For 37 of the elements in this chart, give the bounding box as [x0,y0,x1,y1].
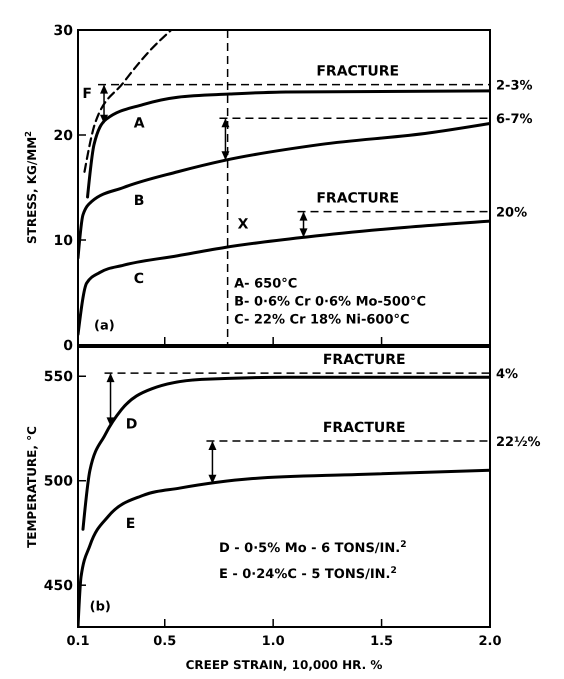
annotation: 6-7% [496,112,533,128]
y-tick-label: 30 [54,22,74,39]
annotation: 22½% [496,435,541,450]
x-tick-label: 2.0 [478,634,502,649]
annotation: D - 0·5% Mo - 6 TONS/IN.$^{2}$ [218,540,407,556]
annotation: A- 650°C [234,276,298,292]
x-tick-label: 0.1 [66,634,90,649]
annotation: B- 0·6% Cr 0·6% Mo-500°C [234,294,426,310]
series-label: B [134,192,144,209]
series-label: F [82,86,92,102]
x-tick-label: 0.5 [153,634,176,649]
annotation: 4% [496,367,518,382]
annotation: FRACTURE [316,190,400,207]
y-axis-title: TEMPERATURE, °C [25,426,39,548]
y-tick-label: 500 [44,474,74,490]
y-tick-label: 10 [54,232,74,249]
x-tick-label: 1.0 [262,634,285,649]
y-tick-label: 550 [44,369,74,386]
series-label: C [134,270,144,287]
y-tick-label: 0 [63,338,74,354]
annotation: (a) [94,318,115,334]
annotation: (b) [90,599,111,614]
legend-label: A [134,115,145,132]
annotation: 20% [496,206,528,221]
y-tick-label: 450 [44,578,74,594]
annotation: FRACTURE [322,420,406,436]
annotation: C- 22% Cr 18% Ni-600°C [234,312,410,328]
annotation: E - 0·24%C - 5 TONS/IN.$^{2}$ [218,566,397,582]
annotation: FRACTURE [316,64,400,80]
y-tick-label: 20 [54,128,74,144]
series-label: E [126,516,136,532]
ref-line-label: X [238,216,249,232]
x-tick-label: 1.5 [370,634,394,649]
legend-label: D [126,416,138,433]
annotation: FRACTURE [322,352,406,368]
annotation: 2-3% [496,78,533,94]
x-axis-title: CREEP STRAIN, 10,000 HR. % [186,658,382,672]
